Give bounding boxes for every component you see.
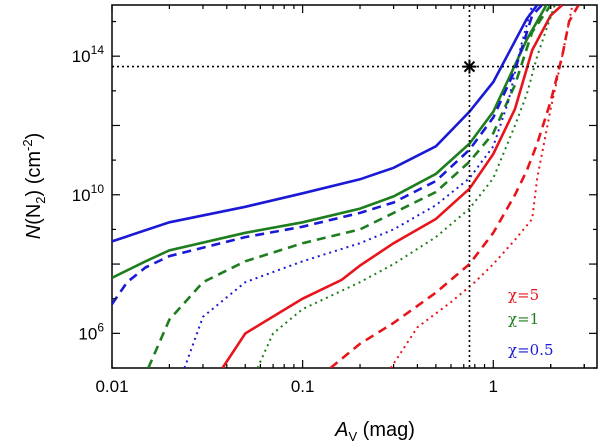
legend: χ=5 χ=1 χ=0.5	[508, 286, 554, 359]
y-tick-label-2: 1010	[72, 182, 105, 205]
series-line-4	[147, 5, 552, 368]
legend-label-chi1: χ=1	[508, 310, 539, 328]
y-axis-label: N(N2) (cm-2)	[20, 133, 48, 240]
series-layer	[112, 5, 580, 368]
y-tick-label-1: 106	[78, 320, 104, 343]
series-line-8	[329, 5, 580, 368]
star-marker	[462, 59, 477, 74]
reference-lines	[112, 5, 597, 368]
x-tick-label-2: 0.1	[291, 377, 315, 396]
series-line-1	[112, 5, 539, 243]
legend-label-chi05: χ=0.5	[508, 341, 554, 359]
series-line-6	[221, 5, 564, 368]
x-tick-label-1: 0.01	[95, 377, 128, 396]
series-line-3	[112, 5, 543, 305]
x-axis-label: AV (mag)	[334, 419, 415, 444]
series-line-9	[389, 5, 574, 368]
series-line-5	[183, 5, 534, 368]
y-tick-label-3: 1014	[72, 43, 105, 66]
axis-ticks: 0.01 0.1 1 106 1010 1014	[72, 5, 597, 396]
series-line-2	[112, 5, 548, 279]
plot-frame	[111, 4, 598, 369]
x-tick-label-3: 1	[489, 377, 498, 396]
legend-label-chi5: χ=5	[508, 286, 539, 304]
